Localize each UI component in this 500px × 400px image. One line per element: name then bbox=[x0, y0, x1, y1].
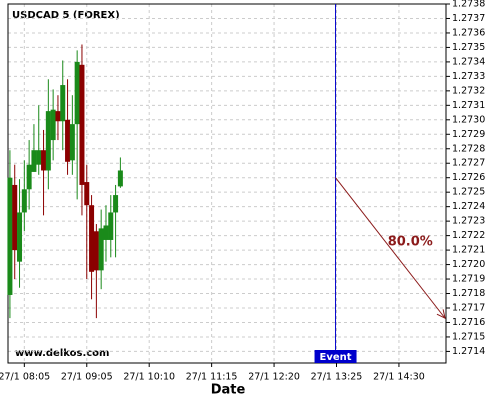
y-tick-label: 1.2736 bbox=[452, 27, 485, 38]
y-tick-label: 1.2718 bbox=[452, 288, 485, 299]
candle-body bbox=[79, 64, 85, 185]
y-tick-label: 1.2714 bbox=[452, 346, 485, 357]
y-tick-label: 1.2731 bbox=[452, 100, 485, 111]
y-tick-label: 1.2715 bbox=[452, 331, 485, 342]
candle-body bbox=[108, 212, 114, 240]
y-tick-label: 1.2729 bbox=[452, 129, 485, 140]
y-tick-label: 1.2716 bbox=[452, 317, 485, 328]
y-tick-label: 1.2717 bbox=[452, 302, 485, 313]
y-tick-label: 1.2735 bbox=[452, 42, 485, 53]
projection-label: 80.0% bbox=[388, 234, 433, 249]
x-tick-label: 27/1 11:15 bbox=[186, 372, 238, 383]
candle-body bbox=[84, 182, 90, 206]
candle-body bbox=[7, 177, 13, 295]
candle-body bbox=[69, 124, 75, 161]
y-tick-label: 1.2728 bbox=[452, 143, 485, 154]
plot-frame bbox=[7, 3, 447, 364]
x-tick-label: 27/1 10:10 bbox=[123, 372, 175, 383]
x-tick-label: 27/1 08:05 bbox=[0, 372, 50, 383]
projection-arrow bbox=[335, 177, 446, 319]
candle-body bbox=[113, 195, 119, 213]
watermark: www.delkos.com bbox=[15, 348, 109, 359]
candle-body bbox=[17, 212, 23, 262]
arrow-head bbox=[436, 309, 446, 320]
event-label: Event bbox=[320, 352, 352, 363]
candle-body bbox=[65, 119, 71, 162]
x-tick-label: 27/1 14:30 bbox=[373, 372, 425, 383]
y-tick-label: 1.2725 bbox=[452, 187, 485, 198]
y-tick-label: 1.2723 bbox=[452, 216, 485, 227]
chart-title: USDCAD 5 (FOREX) bbox=[12, 10, 120, 21]
y-tick-label: 1.2732 bbox=[452, 85, 485, 96]
y-tick-label: 1.2737 bbox=[452, 13, 485, 24]
candle-body bbox=[55, 111, 61, 122]
y-tick-label: 1.2726 bbox=[452, 172, 485, 183]
candle-body bbox=[26, 164, 32, 190]
x-tick-label: 27/1 13:25 bbox=[311, 372, 363, 383]
y-tick-label: 1.2719 bbox=[452, 274, 485, 285]
event-label-box bbox=[314, 350, 357, 363]
candle-body bbox=[74, 61, 80, 125]
y-tick-label: 1.2721 bbox=[452, 245, 485, 256]
y-tick-label: 1.2738 bbox=[452, 0, 485, 10]
y-tick-label: 1.2733 bbox=[452, 71, 485, 82]
x-tick-label: 27/1 12:20 bbox=[248, 372, 300, 383]
candle-body bbox=[36, 150, 42, 165]
candle-body bbox=[50, 109, 56, 141]
candle-body bbox=[45, 111, 51, 171]
y-tick-label: 1.2727 bbox=[452, 158, 485, 169]
y-tick-label: 1.2724 bbox=[452, 201, 485, 212]
candle-body bbox=[31, 150, 37, 172]
candle-body bbox=[98, 228, 104, 271]
y-tick-label: 1.2720 bbox=[452, 259, 485, 270]
candle-body bbox=[41, 150, 47, 171]
candle-body bbox=[21, 189, 27, 213]
candle-body bbox=[117, 170, 123, 187]
x-axis-label: Date bbox=[211, 383, 246, 398]
candle-body bbox=[103, 225, 109, 240]
y-tick-label: 1.2730 bbox=[452, 114, 485, 125]
candle-body bbox=[60, 85, 66, 122]
y-tick-label: 1.2722 bbox=[452, 230, 485, 241]
candle-body bbox=[93, 231, 99, 271]
y-tick-label: 1.2734 bbox=[452, 56, 485, 67]
x-tick-label: 27/1 09:05 bbox=[61, 372, 113, 383]
candle-body bbox=[89, 205, 95, 272]
candle-body bbox=[12, 184, 18, 251]
